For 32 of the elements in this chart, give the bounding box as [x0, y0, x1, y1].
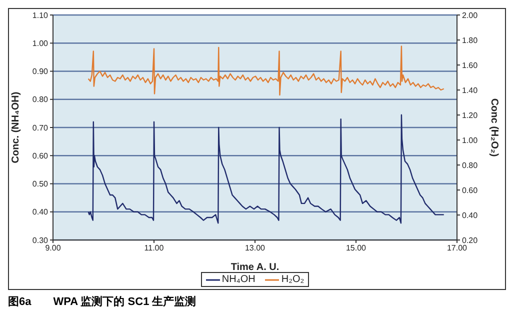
y2-axis-title: Conc (H₂O₂)	[488, 98, 500, 157]
y-axis-title: Conc. (NH₄OH)	[10, 92, 22, 164]
y2-tick-label: 0.80	[462, 160, 478, 170]
legend-label: H₂O₂	[281, 274, 304, 285]
x-tick-label: 17.00	[446, 244, 468, 253]
y-tick-label: 0.70	[32, 123, 49, 132]
y-tick-label: 0.50	[32, 180, 49, 189]
y2-tick-label: 1.00	[462, 136, 478, 145]
y-tick-label: 1.00	[32, 38, 49, 48]
x-tick-label: 15.00	[346, 244, 367, 253]
y-tick-label: 0.40	[32, 208, 49, 217]
x-tick-label: 11.00	[144, 244, 164, 253]
legend-label: NH₄OH	[222, 274, 256, 285]
y2-tick-label: 0.20	[462, 236, 478, 245]
y-tick-label: 1.10	[32, 10, 49, 20]
line-series	[88, 114, 444, 224]
y2-tick-label: 0.40	[462, 210, 478, 220]
y2-tick-label: 2.00	[462, 10, 478, 20]
x-tick-label: 9.00	[45, 244, 62, 253]
caption: 图6a WPA 监测下的 SC1 生产监测	[8, 294, 198, 309]
x-tick-label: 13.00	[244, 244, 266, 253]
y-tick-label: 0.80	[32, 95, 49, 104]
y2-tick-label: 1.40	[462, 86, 478, 95]
y-tick-label: 0.90	[32, 67, 49, 76]
y2-tick-label: 0.60	[462, 186, 478, 195]
y2-tick-label: 1.60	[462, 60, 478, 70]
line-series	[88, 46, 444, 96]
y-tick-label: 0.30	[32, 236, 49, 245]
y2-tick-label: 1.80	[462, 36, 478, 45]
y-tick-label: 0.60	[32, 151, 49, 160]
x-axis-title: Time A. U.	[230, 262, 280, 273]
y2-tick-label: 1.20	[462, 110, 478, 120]
